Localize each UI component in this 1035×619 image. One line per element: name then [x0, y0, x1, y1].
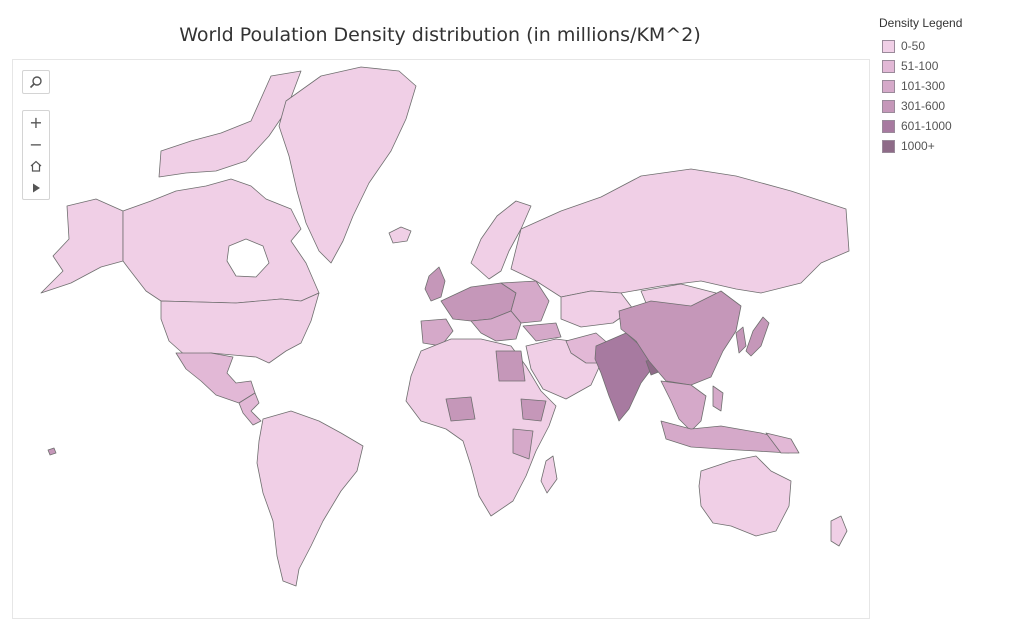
map-navigation-toolbar: + −: [22, 110, 50, 200]
chart-title: World Poulation Density distribution (in…: [179, 24, 701, 46]
legend-label: 101-300: [901, 79, 946, 93]
legend-title: Density Legend: [879, 16, 963, 30]
region-philippines[interactable]: [712, 385, 724, 412]
region-southeast-asia[interactable]: [660, 380, 707, 432]
legend-swatch: [882, 79, 895, 93]
region-hudson-bay[interactable]: [226, 238, 270, 278]
region-africa[interactable]: [405, 338, 557, 517]
region-australia[interactable]: [698, 455, 792, 537]
legend-item[interactable]: 301-600: [879, 96, 1029, 116]
region-ethiopia[interactable]: [520, 398, 547, 422]
region-iceland[interactable]: [388, 226, 412, 244]
region-new-zealand[interactable]: [830, 515, 848, 547]
home-icon[interactable]: [23, 155, 49, 177]
legend-label: 1000+: [901, 139, 935, 153]
zoom-in-button[interactable]: +: [29, 112, 43, 132]
legend-item[interactable]: 601-1000: [879, 116, 1029, 136]
world-map[interactable]: [13, 60, 870, 619]
legend-label: 51-100: [901, 59, 939, 73]
region-iberia[interactable]: [420, 318, 454, 347]
legend-item[interactable]: 51-100: [879, 56, 1029, 76]
region-greenland[interactable]: [278, 66, 417, 264]
region-nigeria[interactable]: [445, 396, 476, 422]
region-central-america[interactable]: [238, 392, 262, 426]
region-usa[interactable]: [160, 292, 320, 364]
region-mexico[interactable]: [175, 352, 256, 404]
legend-label: 601-1000: [901, 119, 952, 133]
legend-item[interactable]: 0-50: [879, 36, 1029, 56]
region-canada[interactable]: [122, 178, 320, 304]
legend-swatch: [882, 139, 895, 153]
legend: Density Legend 0-50 51-100 101-300 301-600 6…: [879, 16, 1029, 156]
legend-label: 0-50: [901, 39, 926, 53]
region-madagascar[interactable]: [540, 455, 558, 494]
search-tool[interactable]: [22, 70, 50, 94]
legend-items: 0-50 51-100 101-300 301-600 601-1000 1000+: [879, 36, 1029, 156]
region-eastern-europe[interactable]: [500, 280, 550, 324]
region-hawaii[interactable]: [47, 447, 57, 456]
region-egypt[interactable]: [495, 350, 526, 382]
legend-label: 301-600: [901, 99, 946, 113]
zoom-out-button[interactable]: −: [29, 134, 43, 154]
region-turkey[interactable]: [522, 322, 562, 342]
legend-swatch: [882, 59, 895, 73]
legend-swatch: [882, 119, 895, 133]
region-papua[interactable]: [765, 432, 800, 454]
region-uk[interactable]: [424, 266, 446, 302]
legend-item[interactable]: 1000+: [879, 136, 1029, 156]
region-scandinavia[interactable]: [470, 200, 532, 280]
region-korea[interactable]: [735, 326, 747, 354]
region-china[interactable]: [618, 290, 742, 386]
legend-swatch: [882, 39, 895, 53]
play-icon[interactable]: [23, 177, 49, 199]
region-south-america[interactable]: [256, 410, 364, 587]
search-icon[interactable]: [23, 71, 49, 93]
legend-item[interactable]: 101-300: [879, 76, 1029, 96]
region-alaska[interactable]: [40, 198, 124, 294]
region-japan[interactable]: [745, 316, 770, 357]
map-view[interactable]: + −: [12, 59, 870, 619]
region-italy-balkans[interactable]: [470, 310, 522, 342]
region-east-africa[interactable]: [512, 428, 534, 460]
legend-swatch: [882, 99, 895, 113]
region-russia[interactable]: [510, 168, 850, 298]
